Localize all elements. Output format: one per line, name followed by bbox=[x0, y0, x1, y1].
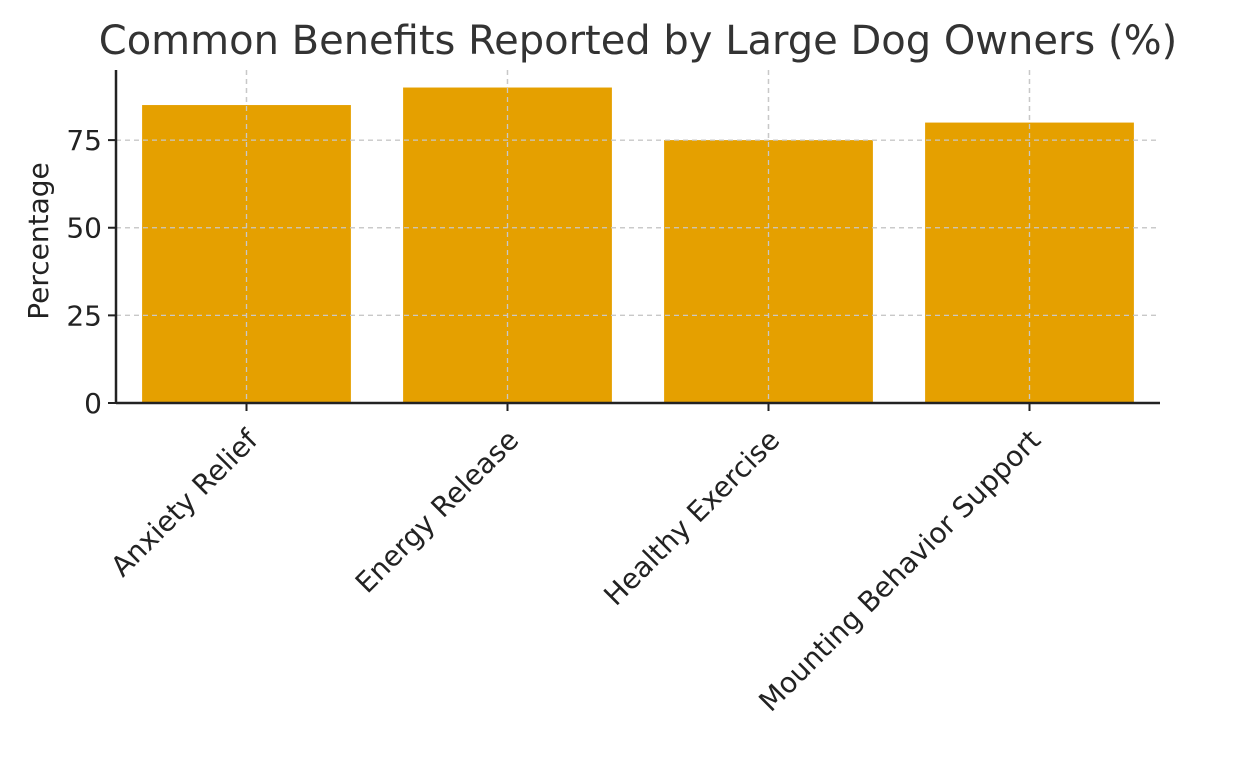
x-tick-label: Healthy Exercise bbox=[597, 423, 786, 612]
x-tick-label: Energy Release bbox=[349, 423, 525, 599]
y-tick-label: 0 bbox=[84, 387, 102, 420]
y-tick-label: 75 bbox=[66, 124, 102, 157]
y-tick-label: 50 bbox=[66, 212, 102, 245]
x-tick-label: Mounting Behavior Support bbox=[752, 423, 1047, 718]
chart-title: Common Benefits Reported by Large Dog Ow… bbox=[99, 18, 1177, 64]
y-axis-label: Percentage bbox=[22, 162, 55, 320]
y-tick-label: 25 bbox=[66, 299, 102, 332]
bar-layer bbox=[116, 70, 1160, 404]
x-tick-label: Anxiety Relief bbox=[104, 423, 265, 584]
axis-layer bbox=[108, 70, 1160, 411]
